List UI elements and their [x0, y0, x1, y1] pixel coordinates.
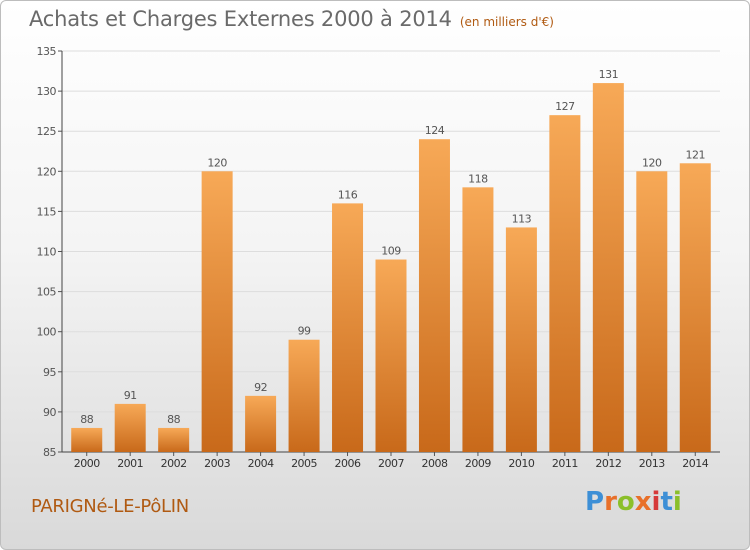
y-tick-label: 85 — [43, 446, 56, 459]
logo-letter: t — [660, 487, 673, 517]
data-label: 120 — [207, 156, 227, 169]
data-label: 127 — [555, 100, 575, 113]
bar — [679, 163, 711, 452]
y-tick-label: 100 — [37, 326, 57, 339]
x-tick-label: 2004 — [248, 457, 274, 470]
bar — [549, 115, 581, 452]
data-label: 120 — [642, 156, 662, 169]
bar — [288, 339, 320, 452]
logo-letter: i — [651, 487, 661, 517]
data-label: 121 — [686, 148, 706, 161]
data-label: 113 — [512, 212, 532, 225]
data-label: 99 — [298, 325, 311, 338]
data-labels: 88 91 88 120 92 99 116 109 124 118 113 127 131 120 121 — [80, 68, 705, 426]
logo-letter: i — [672, 487, 682, 517]
y-tick-label: 110 — [37, 246, 57, 259]
x-tick-label: 2006 — [335, 457, 361, 470]
bar — [201, 171, 233, 453]
data-label: 116 — [338, 188, 358, 201]
chart-title: Achats et Charges Externes 2000 à 2014 (e… — [29, 7, 554, 31]
data-label: 109 — [381, 245, 401, 258]
x-tick-label: 2005 — [291, 457, 317, 470]
y-tick-label: 90 — [43, 406, 56, 419]
bar — [375, 259, 407, 452]
bar — [505, 227, 537, 452]
x-tick-label: 2007 — [378, 457, 404, 470]
chart-subtitle: (en milliers d'€) — [459, 15, 554, 29]
logo-letter: o — [616, 487, 635, 517]
logo-letter: x — [634, 487, 652, 517]
bar — [245, 395, 277, 452]
x-tick-label: 2013 — [639, 457, 665, 470]
logo-letter: r — [604, 487, 617, 517]
x-tick-label: 2003 — [204, 457, 230, 470]
bar — [158, 427, 190, 452]
bar — [114, 403, 146, 452]
bar — [71, 427, 103, 452]
y-tick-label: 115 — [37, 205, 57, 218]
y-tick-label: 130 — [37, 85, 57, 98]
logo-letter: P — [585, 487, 605, 517]
y-tick-label: 135 — [37, 45, 57, 58]
bar — [636, 171, 668, 453]
x-tick-label: 2002 — [161, 457, 187, 470]
x-tick-label: 2012 — [595, 457, 621, 470]
x-tick-label: 2014 — [682, 457, 708, 470]
x-tick-label: 2010 — [508, 457, 534, 470]
x-tick-label: 2009 — [465, 457, 491, 470]
x-tick-label: 2008 — [421, 457, 447, 470]
chart-title-text: Achats et Charges Externes 2000 à 2014 — [29, 7, 452, 31]
data-label: 88 — [80, 413, 93, 426]
x-tick-label: 2000 — [74, 457, 100, 470]
x-tick-label: 2011 — [552, 457, 578, 470]
y-tick-label: 95 — [43, 366, 56, 379]
y-tick-label: 105 — [37, 286, 57, 299]
data-label: 131 — [599, 68, 619, 81]
data-label: 118 — [468, 172, 488, 185]
bar — [418, 139, 450, 452]
commune-name: PARIGNé-LE-PôLIN — [31, 496, 189, 517]
proxiti-logo: Proxiti — [585, 487, 682, 517]
bars — [71, 83, 711, 453]
bar — [462, 187, 494, 452]
data-label: 91 — [124, 389, 137, 402]
data-label: 92 — [254, 381, 267, 394]
bar — [592, 83, 624, 452]
data-label: 124 — [425, 124, 445, 137]
bar — [332, 203, 364, 452]
data-label: 88 — [167, 413, 180, 426]
y-tick-label: 125 — [37, 125, 57, 138]
y-tick-label: 120 — [37, 165, 57, 178]
x-tick-label: 2001 — [117, 457, 143, 470]
